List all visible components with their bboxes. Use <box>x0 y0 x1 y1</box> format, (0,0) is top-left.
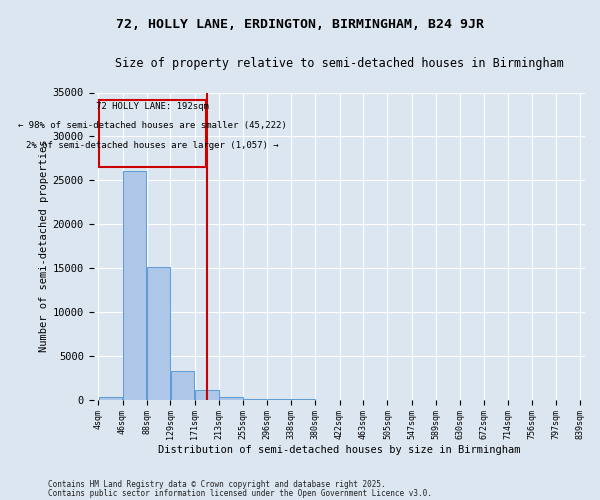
Text: Contains public sector information licensed under the Open Government Licence v3: Contains public sector information licen… <box>48 488 432 498</box>
Bar <box>171 371 194 400</box>
Bar <box>195 390 218 400</box>
X-axis label: Distribution of semi-detached houses by size in Birmingham: Distribution of semi-detached houses by … <box>158 445 521 455</box>
Text: 2% of semi-detached houses are larger (1,057) →: 2% of semi-detached houses are larger (1… <box>26 141 279 150</box>
Bar <box>147 267 170 400</box>
Bar <box>99 100 206 167</box>
Bar <box>244 399 266 400</box>
Y-axis label: Number of semi-detached properties: Number of semi-detached properties <box>38 140 49 352</box>
Text: 72, HOLLY LANE, ERDINGTON, BIRMINGHAM, B24 9JR: 72, HOLLY LANE, ERDINGTON, BIRMINGHAM, B… <box>116 18 484 30</box>
Bar <box>123 170 146 400</box>
Text: ← 98% of semi-detached houses are smaller (45,222): ← 98% of semi-detached houses are smalle… <box>18 122 287 130</box>
Bar <box>219 397 243 400</box>
Bar <box>98 397 122 400</box>
Text: 72 HOLLY LANE: 192sqm: 72 HOLLY LANE: 192sqm <box>96 102 209 111</box>
Title: Size of property relative to semi-detached houses in Birmingham: Size of property relative to semi-detach… <box>115 58 563 70</box>
Text: Contains HM Land Registry data © Crown copyright and database right 2025.: Contains HM Land Registry data © Crown c… <box>48 480 386 489</box>
